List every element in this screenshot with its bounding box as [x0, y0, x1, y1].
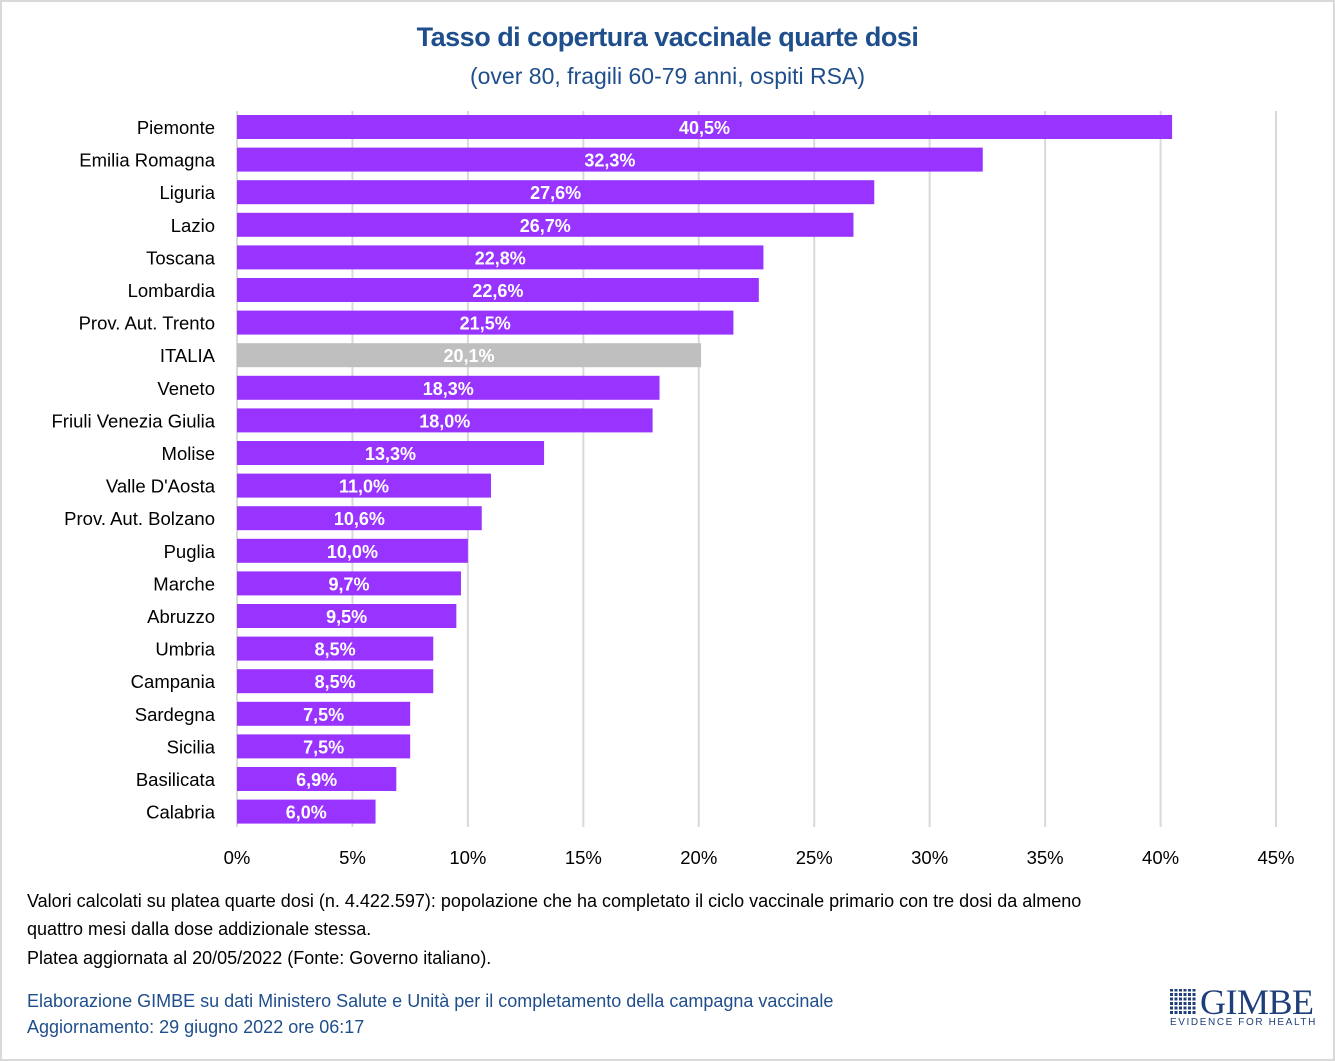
data-label: 26,7%: [520, 216, 571, 236]
bar-italia: [237, 343, 702, 368]
category-label: Puglia: [164, 541, 216, 562]
data-label: 18,3%: [423, 379, 474, 399]
data-label: 20,1%: [444, 346, 495, 366]
source-line-2: Aggiornamento: 29 giugno 2022 ore 06:17: [27, 1017, 365, 1037]
data-label: 13,3%: [365, 444, 416, 464]
bar-veneto: [237, 375, 660, 400]
data-label: 7,5%: [303, 705, 344, 725]
bar-marche: [237, 571, 461, 596]
gimbe-logo: GIMBE EVIDENCE FOR HEALTH: [1168, 982, 1315, 1031]
x-tick-label: 15%: [565, 847, 602, 868]
bar-valle-d-aosta: [237, 473, 491, 498]
category-label: Lombardia: [128, 280, 216, 301]
data-label: 40,5%: [679, 118, 730, 138]
x-tick-label: 20%: [680, 847, 717, 868]
data-label: 8,5%: [315, 640, 356, 660]
source-line-1: Elaborazione GIMBE su dati Ministero Sal…: [27, 991, 834, 1011]
data-label: 22,6%: [472, 281, 523, 301]
category-label: Calabria: [146, 802, 216, 823]
bar-molise: [237, 441, 545, 465]
x-tick-label: 40%: [1142, 847, 1179, 868]
x-tick-label: 45%: [1257, 847, 1294, 868]
note-line-1: Valori calcolati su platea quarte dosi (…: [27, 891, 1082, 911]
bar-liguria: [237, 180, 875, 205]
data-label: 11,0%: [339, 477, 389, 497]
note-line-3: Platea aggiornata al 20/05/2022 (Fonte: …: [27, 948, 492, 968]
bar-sardegna: [237, 701, 411, 726]
bar-sicilia: [237, 734, 411, 759]
x-tick-label: 10%: [449, 847, 486, 868]
data-label: 8,5%: [315, 672, 356, 692]
category-label: Abruzzo: [147, 606, 215, 627]
data-label: 21,5%: [460, 314, 511, 334]
category-label: ITALIA: [160, 345, 216, 366]
category-label: Emilia Romagna: [79, 150, 215, 171]
bar-toscana: [237, 245, 764, 270]
category-label: Toscana: [146, 247, 216, 268]
category-label: Umbria: [155, 639, 215, 660]
category-label: Veneto: [157, 378, 215, 399]
bar-chart: 40,5% 32,3%27,6% 26,7% 22,8% 22,6% 21,5% 20,1%…: [52, 111, 1295, 868]
bars: 40,5% 32,3%27,6% 26,7% 22,8% 22,6% 21,5% 20,1%…: [237, 115, 1173, 824]
category-label: Campania: [131, 671, 216, 692]
note-line-2: quattro mesi dalla dose addizionale stes…: [27, 919, 372, 939]
chart-title: Tasso di copertura vaccinale quarte dosi: [416, 22, 919, 52]
category-label: Sicilia: [167, 736, 216, 757]
bar-campania: [237, 669, 434, 694]
bar-basilicata: [237, 767, 397, 791]
category-labels: Piemonte Emilia Romagna Liguria Lazio Toscan…: [52, 117, 216, 823]
data-label: 32,3%: [584, 151, 635, 171]
data-label: 9,5%: [326, 607, 367, 627]
chart-subtitle: (over 80, fragili 60-79 anni, ospiti RSA…: [469, 63, 866, 89]
x-tick-label: 5%: [339, 847, 366, 868]
data-label: 7,5%: [303, 737, 344, 757]
category-label: Molise: [162, 443, 215, 464]
data-label: 6,9%: [296, 770, 337, 790]
category-label: Prov. Aut. Trento: [79, 313, 215, 334]
data-label: 9,7%: [328, 574, 369, 594]
data-label: 6,0%: [286, 803, 327, 823]
category-label: Valle D'Aosta: [106, 476, 216, 497]
bar-lombardia: [237, 278, 759, 302]
logo-grid-icon: [1170, 989, 1197, 1014]
data-label: 10,0%: [327, 542, 378, 562]
logo-wordmark: GIMBE: [1200, 982, 1314, 1022]
category-label: Lazio: [171, 215, 215, 236]
bar-lazio: [237, 212, 854, 237]
data-label: 22,8%: [475, 248, 526, 268]
data-label: 18,0%: [419, 411, 470, 431]
x-tick-label: 25%: [796, 847, 833, 868]
data-label: 10,6%: [334, 509, 385, 529]
bar-emilia-romagna: [237, 147, 983, 172]
bar-puglia: [237, 538, 468, 563]
x-axis-tick-labels: 0% 5% 10% 15% 20% 25% 30% 35% 40% 45%: [224, 847, 1295, 868]
category-label: Prov. Aut. Bolzano: [64, 508, 215, 529]
category-label: Basilicata: [136, 769, 216, 790]
x-tick-label: 0%: [224, 847, 251, 868]
x-tick-label: 35%: [1027, 847, 1064, 868]
bar-calabria: [237, 799, 376, 824]
x-tick-label: 30%: [911, 847, 948, 868]
data-label: 27,6%: [530, 183, 581, 203]
category-label: Liguria: [159, 182, 215, 203]
bar-abruzzo: [237, 604, 457, 628]
category-label: Piemonte: [137, 117, 215, 138]
bar-piemonte: [237, 115, 1173, 139]
logo-tagline: EVIDENCE FOR HEALTH: [1170, 1017, 1317, 1028]
category-label: Marche: [153, 573, 215, 594]
bar-umbria: [237, 636, 434, 661]
bar-prov-aut-bolzano: [237, 506, 482, 531]
category-label: Friuli Venezia Giulia: [52, 410, 216, 431]
category-label: Sardegna: [135, 704, 216, 725]
bar-prov-aut-trento: [237, 310, 734, 335]
bar-friuli-venezia-giulia: [237, 408, 653, 433]
